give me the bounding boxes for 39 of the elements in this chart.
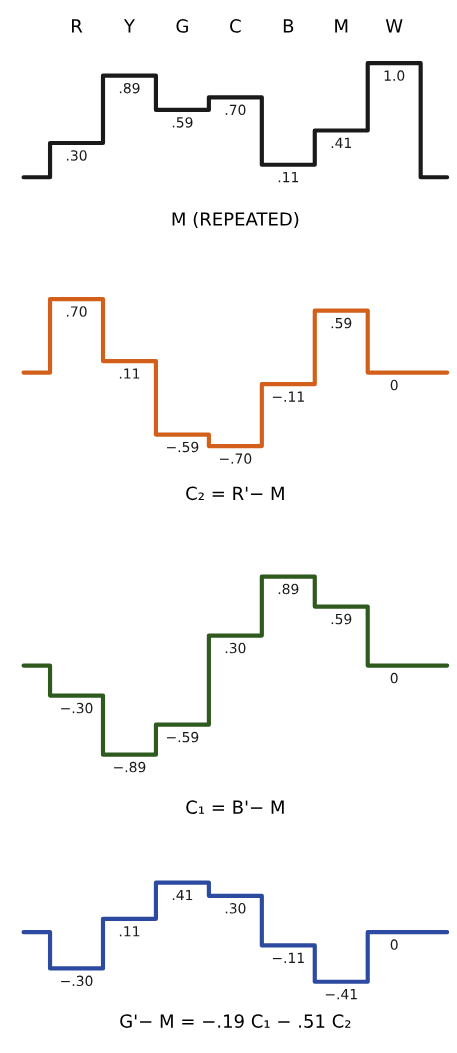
- data-label: 1.0: [384, 70, 405, 81]
- x-tick-label: R: [72, 19, 83, 33]
- data-label: .30: [225, 642, 246, 654]
- x-axis-title: C₁ = B'− M: [186, 800, 284, 814]
- data-label: −.41: [325, 989, 357, 1000]
- data-label: 0: [390, 672, 398, 684]
- data-label: .30: [66, 150, 87, 161]
- data-label: .41: [331, 137, 352, 148]
- data-label: .59: [331, 317, 352, 329]
- x-axis-title: C₂ = R'− M: [186, 486, 284, 501]
- data-label: 0: [390, 939, 398, 950]
- data-label: −.89: [114, 761, 146, 773]
- data-label: .59: [331, 613, 352, 625]
- x-tick-label: G: [176, 19, 188, 33]
- data-label: .11: [278, 172, 299, 183]
- x-axis-title: M (REPEATED): [172, 211, 299, 228]
- x-tick-label: B: [283, 19, 294, 33]
- data-label: −.11: [272, 391, 304, 402]
- data-label: .89: [278, 583, 299, 595]
- x-axis-title: G'− M = −.19 C₁ − .51 C₂: [120, 1014, 351, 1028]
- data-label: −.30: [61, 975, 93, 987]
- data-label: −.11: [272, 952, 304, 963]
- x-tick-label: M: [335, 19, 348, 33]
- data-label: .11: [119, 926, 140, 937]
- x-tick-label: C: [230, 19, 241, 33]
- x-tick-label: Y: [123, 19, 136, 33]
- data-label: 0: [390, 379, 398, 391]
- data-label: .59: [172, 117, 193, 128]
- data-label: .11: [119, 368, 140, 379]
- data-label: −.59: [167, 441, 199, 453]
- data-label: −.30: [61, 702, 93, 714]
- data-label: .89: [119, 82, 140, 94]
- data-label: .70: [225, 104, 246, 116]
- x-tick-label: W: [385, 19, 403, 33]
- data-label: −.59: [167, 731, 199, 743]
- data-label: −.70: [219, 453, 252, 464]
- data-label: .41: [172, 889, 193, 901]
- data-label: .30: [225, 903, 246, 914]
- data-label: .70: [66, 306, 87, 317]
